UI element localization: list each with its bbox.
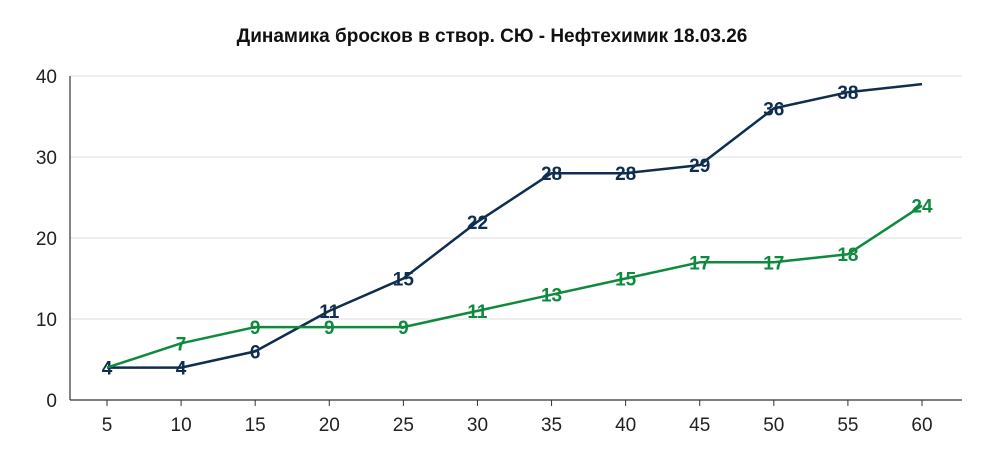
x-tick-label: 55 bbox=[837, 415, 858, 436]
data-label: 6 bbox=[250, 342, 261, 363]
data-label: 17 bbox=[763, 253, 784, 274]
x-tick-label: 15 bbox=[245, 415, 266, 436]
data-label: 9 bbox=[250, 318, 261, 339]
x-tick-label: 30 bbox=[467, 415, 488, 436]
x-tick-label: 60 bbox=[911, 415, 932, 436]
data-label: 9 bbox=[398, 318, 409, 339]
y-tick-label: 20 bbox=[36, 229, 57, 250]
data-label: 24 bbox=[911, 197, 933, 218]
data-label: 9 bbox=[324, 318, 335, 339]
data-label: 11 bbox=[467, 302, 488, 323]
data-label: 29 bbox=[689, 156, 710, 177]
data-label: 38 bbox=[837, 83, 858, 104]
grid-lines bbox=[70, 75, 962, 320]
y-tick-label: 30 bbox=[36, 148, 57, 169]
data-label: 13 bbox=[541, 286, 562, 307]
y-axis-ticks: 0 10 20 30 40 bbox=[36, 67, 57, 412]
x-tick-label: 20 bbox=[319, 415, 340, 436]
x-tick-label: 25 bbox=[393, 415, 414, 436]
data-label: 15 bbox=[393, 270, 415, 291]
axes bbox=[69, 76, 962, 401]
y-tick-label: 40 bbox=[36, 67, 57, 88]
data-label: 36 bbox=[763, 99, 784, 120]
data-label: 22 bbox=[467, 213, 488, 234]
data-label: 4 bbox=[176, 359, 187, 380]
series-line bbox=[107, 82, 923, 369]
data-label: 7 bbox=[176, 334, 187, 355]
x-tick-label: 50 bbox=[763, 415, 784, 436]
data-label: 4 bbox=[102, 359, 113, 380]
data-label: 28 bbox=[541, 164, 562, 185]
x-axis-ticks: 5 10 15 20 25 30 35 40 45 50 55 60 bbox=[102, 400, 933, 436]
y-tick-label: 10 bbox=[36, 310, 57, 331]
data-label: 28 bbox=[615, 164, 636, 185]
x-tick-label: 5 bbox=[102, 415, 113, 436]
data-label: 15 bbox=[615, 270, 637, 291]
data-label: 18 bbox=[837, 245, 858, 266]
x-tick-label: 35 bbox=[541, 415, 562, 436]
y-tick-label: 0 bbox=[46, 391, 57, 412]
data-label: 11 bbox=[319, 302, 340, 323]
chart-title: Динамика бросков в створ. СЮ - Нефтехими… bbox=[237, 26, 748, 47]
x-tick-label: 40 bbox=[615, 415, 636, 436]
x-tick-label: 10 bbox=[171, 415, 192, 436]
series-line bbox=[106, 204, 923, 369]
data-label: 17 bbox=[689, 253, 710, 274]
x-tick-label: 45 bbox=[689, 415, 710, 436]
